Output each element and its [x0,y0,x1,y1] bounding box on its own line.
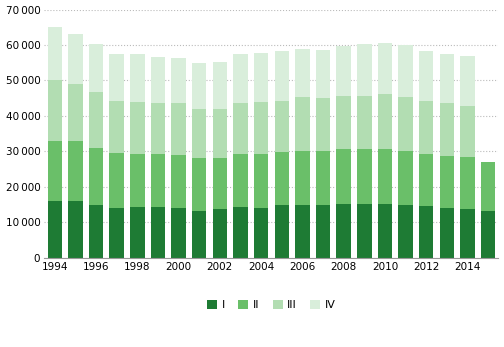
Bar [439,208,454,257]
Bar [398,97,413,151]
Bar [130,154,145,207]
Bar [47,201,62,257]
Bar [316,50,330,98]
Bar [171,103,186,155]
Bar [377,204,392,257]
Bar [460,105,475,157]
Bar [419,101,433,154]
Bar [192,63,207,109]
Bar [130,54,145,102]
Bar [68,34,83,84]
Bar [460,157,475,209]
Bar [481,211,495,257]
Bar [192,158,207,211]
Bar [398,45,413,97]
Bar [109,208,124,257]
Bar [171,208,186,257]
Bar [460,209,475,257]
Bar [357,204,371,257]
Bar [213,62,227,109]
Bar [47,141,62,201]
Bar [89,92,103,148]
Bar [109,101,124,153]
Bar [275,101,289,152]
Bar [398,205,413,257]
Bar [357,96,371,150]
Bar [68,141,83,201]
Legend: I, II, III, IV: I, II, III, IV [203,295,340,315]
Bar [439,54,454,103]
Bar [89,148,103,205]
Bar [377,42,392,93]
Bar [151,154,165,207]
Bar [130,207,145,257]
Bar [275,205,289,257]
Bar [254,53,268,102]
Bar [419,51,433,101]
Bar [439,155,454,208]
Bar [233,207,248,257]
Bar [398,151,413,205]
Bar [295,98,309,151]
Bar [295,49,309,98]
Bar [254,208,268,257]
Bar [337,46,351,96]
Bar [254,102,268,154]
Bar [192,109,207,158]
Bar [254,154,268,208]
Bar [89,205,103,257]
Bar [275,51,289,101]
Bar [419,206,433,257]
Bar [357,150,371,204]
Bar [233,54,248,103]
Bar [151,57,165,103]
Bar [171,155,186,208]
Bar [192,211,207,257]
Bar [233,154,248,207]
Bar [233,103,248,154]
Bar [171,58,186,103]
Bar [377,149,392,204]
Bar [151,207,165,257]
Bar [316,205,330,257]
Bar [295,205,309,257]
Bar [275,152,289,205]
Bar [213,209,227,257]
Bar [481,162,495,211]
Bar [89,44,103,92]
Bar [460,56,475,105]
Bar [130,102,145,154]
Bar [213,158,227,209]
Bar [316,151,330,205]
Bar [295,151,309,205]
Bar [316,98,330,151]
Bar [68,201,83,257]
Bar [337,204,351,257]
Bar [337,96,351,149]
Bar [47,81,62,141]
Bar [419,154,433,206]
Bar [109,54,124,101]
Bar [337,149,351,204]
Bar [213,109,227,158]
Bar [109,153,124,208]
Bar [377,93,392,149]
Bar [357,44,371,96]
Bar [151,103,165,154]
Bar [47,27,62,81]
Bar [68,84,83,141]
Bar [439,103,454,155]
